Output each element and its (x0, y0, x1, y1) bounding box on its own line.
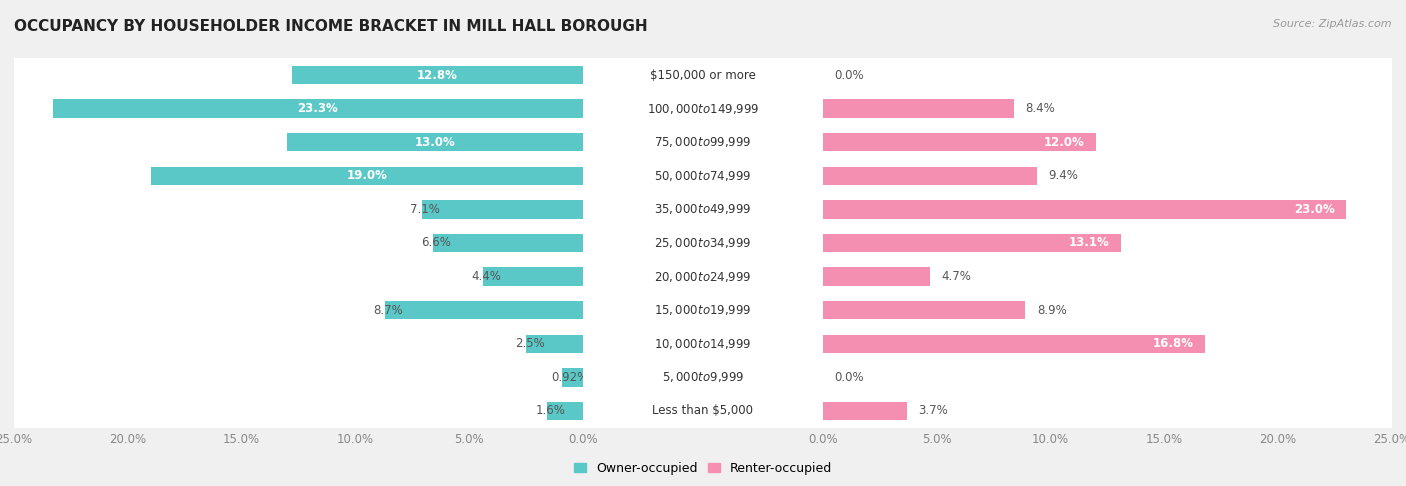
Bar (823, 125, 1392, 159)
Text: 4.4%: 4.4% (471, 270, 502, 283)
Text: 8.4%: 8.4% (1025, 102, 1054, 115)
Bar (823, 394, 1392, 428)
Bar (823, 159, 1392, 192)
Bar (823, 167, 1036, 185)
Text: 23.3%: 23.3% (298, 102, 339, 115)
Bar (823, 192, 1392, 226)
Bar (14, 260, 583, 294)
Text: 12.8%: 12.8% (418, 69, 458, 82)
Text: $100,000 to $149,999: $100,000 to $149,999 (647, 102, 759, 116)
Text: $15,000 to $19,999: $15,000 to $19,999 (654, 303, 752, 317)
Text: $20,000 to $24,999: $20,000 to $24,999 (654, 270, 752, 283)
Bar (823, 234, 1121, 252)
Bar (583, 327, 823, 361)
Bar (823, 401, 907, 420)
Bar (547, 401, 583, 420)
Bar (823, 361, 1392, 394)
Bar (150, 167, 583, 185)
Bar (823, 58, 1392, 92)
Bar (14, 226, 583, 260)
Bar (823, 100, 1014, 118)
Text: OCCUPANCY BY HOUSEHOLDER INCOME BRACKET IN MILL HALL BOROUGH: OCCUPANCY BY HOUSEHOLDER INCOME BRACKET … (14, 19, 648, 35)
Text: 1.6%: 1.6% (536, 404, 565, 417)
Bar (583, 125, 823, 159)
Text: $150,000 or more: $150,000 or more (650, 69, 756, 82)
Bar (583, 226, 823, 260)
Bar (583, 58, 823, 92)
Bar (53, 100, 583, 118)
Bar (823, 133, 1097, 152)
Text: 0.92%: 0.92% (551, 371, 588, 384)
Bar (14, 159, 583, 192)
Text: 16.8%: 16.8% (1153, 337, 1194, 350)
Text: Source: ZipAtlas.com: Source: ZipAtlas.com (1274, 19, 1392, 30)
Bar (823, 226, 1392, 260)
Bar (823, 294, 1392, 327)
Bar (583, 192, 823, 226)
Text: 19.0%: 19.0% (346, 169, 388, 182)
Text: 4.7%: 4.7% (941, 270, 972, 283)
Text: $50,000 to $74,999: $50,000 to $74,999 (654, 169, 752, 183)
Bar (562, 368, 583, 386)
Text: $25,000 to $34,999: $25,000 to $34,999 (654, 236, 752, 250)
Bar (14, 294, 583, 327)
Text: $75,000 to $99,999: $75,000 to $99,999 (654, 135, 752, 149)
Bar (14, 192, 583, 226)
Bar (385, 301, 583, 319)
Bar (14, 125, 583, 159)
Bar (823, 334, 1205, 353)
Text: 8.9%: 8.9% (1036, 304, 1067, 317)
Bar (422, 200, 583, 219)
Bar (14, 394, 583, 428)
Bar (287, 133, 583, 152)
Bar (583, 394, 823, 428)
Text: $5,000 to $9,999: $5,000 to $9,999 (662, 370, 744, 384)
Text: 9.4%: 9.4% (1049, 169, 1078, 182)
Bar (14, 327, 583, 361)
Legend: Owner-occupied, Renter-occupied: Owner-occupied, Renter-occupied (568, 457, 838, 480)
Bar (14, 361, 583, 394)
Bar (823, 327, 1392, 361)
Bar (823, 200, 1347, 219)
Text: 0.0%: 0.0% (834, 69, 863, 82)
Text: 2.5%: 2.5% (515, 337, 544, 350)
Text: 12.0%: 12.0% (1043, 136, 1084, 149)
Bar (823, 260, 1392, 294)
Bar (14, 92, 583, 125)
Text: $10,000 to $14,999: $10,000 to $14,999 (654, 337, 752, 351)
Text: 0.0%: 0.0% (834, 371, 863, 384)
Text: 13.1%: 13.1% (1069, 237, 1109, 249)
Bar (583, 92, 823, 125)
Text: 7.1%: 7.1% (411, 203, 440, 216)
Text: 3.7%: 3.7% (918, 404, 948, 417)
Bar (526, 334, 583, 353)
Bar (583, 294, 823, 327)
Text: Less than $5,000: Less than $5,000 (652, 404, 754, 417)
Bar (292, 66, 583, 85)
Text: 6.6%: 6.6% (422, 237, 451, 249)
Bar (14, 58, 583, 92)
Bar (433, 234, 583, 252)
Text: 8.7%: 8.7% (374, 304, 404, 317)
Bar (823, 92, 1392, 125)
Text: 13.0%: 13.0% (415, 136, 456, 149)
Bar (583, 260, 823, 294)
Text: $35,000 to $49,999: $35,000 to $49,999 (654, 203, 752, 216)
Bar (583, 159, 823, 192)
Bar (823, 301, 1025, 319)
Bar (823, 267, 929, 286)
Text: 23.0%: 23.0% (1295, 203, 1336, 216)
Bar (484, 267, 583, 286)
Bar (583, 361, 823, 394)
